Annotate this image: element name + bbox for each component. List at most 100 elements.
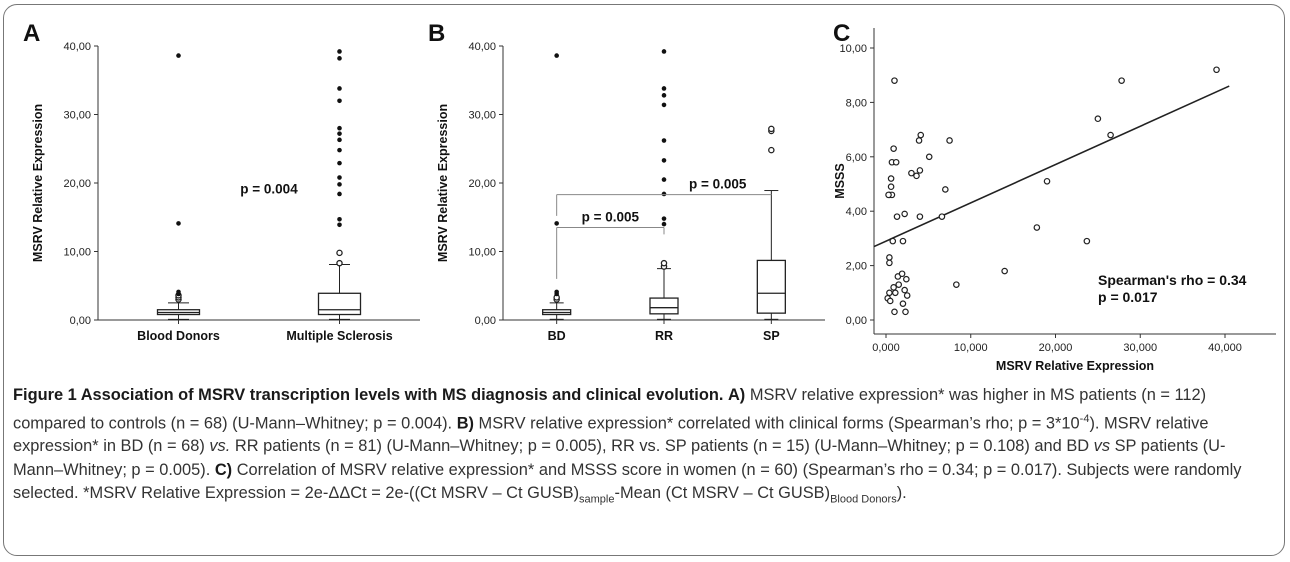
b-outlier-point bbox=[768, 146, 775, 154]
b-extreme-point bbox=[661, 158, 667, 163]
c-fit-line bbox=[873, 85, 1230, 248]
b-extreme-point bbox=[554, 289, 559, 295]
c-scatter-point bbox=[925, 153, 933, 161]
c-scatter-point bbox=[916, 167, 924, 174]
c-scatter-point bbox=[942, 186, 949, 193]
a-extreme-point bbox=[176, 53, 181, 58]
a-extreme-point bbox=[337, 49, 342, 54]
a-y-tick-label: 10,00 bbox=[63, 247, 91, 259]
caption-c-text3: ). bbox=[896, 484, 907, 503]
c-scatter-point bbox=[886, 259, 893, 267]
c-y-tick-label: 10,00 bbox=[839, 43, 867, 55]
b-extreme-point bbox=[554, 221, 559, 226]
c-x-tick-label: 40,000 bbox=[1208, 342, 1242, 354]
a-y-axis-label: MSRV Relative Expression bbox=[31, 104, 45, 262]
a-extreme-point bbox=[337, 131, 342, 136]
c-scatter-point bbox=[903, 275, 910, 283]
a-x-tick-label: Multiple Sclerosis bbox=[286, 329, 392, 343]
c-scatter-point bbox=[891, 77, 898, 84]
c-y-tick-label: 8,00 bbox=[846, 97, 867, 109]
c-y-axis-label: MSSS bbox=[833, 163, 847, 198]
b-box bbox=[649, 297, 679, 315]
a-panel-label: A bbox=[23, 20, 40, 47]
c-scatter-point bbox=[890, 284, 897, 291]
c-scatter-point bbox=[1118, 77, 1125, 84]
b-x-tick-label: RR bbox=[655, 329, 673, 343]
c-x-tick-label: 20,000 bbox=[1039, 342, 1073, 354]
a-x-tick-label: Blood Donors bbox=[137, 329, 220, 343]
c-scatter-point bbox=[889, 237, 897, 245]
b-extreme-point bbox=[661, 138, 667, 143]
c-scatter-point bbox=[885, 191, 892, 199]
caption-b-sup: -4 bbox=[1079, 412, 1090, 425]
c-x-tick-label: 10,000 bbox=[954, 342, 988, 354]
caption-a-label: A) bbox=[727, 386, 746, 404]
c-scatter-point bbox=[901, 286, 908, 294]
c-scatter-point bbox=[1107, 131, 1114, 139]
caption-b-text2: ). MSRV relative expression* in BD (n = … bbox=[13, 413, 1209, 456]
b-x-tick-label: BD bbox=[548, 329, 566, 343]
c-scatter-point bbox=[1043, 177, 1051, 185]
c-scatter-point bbox=[902, 308, 909, 316]
c-scatter-point bbox=[887, 175, 895, 182]
a-extreme-point bbox=[337, 160, 342, 166]
c-scatter-point bbox=[917, 131, 925, 139]
a-box bbox=[317, 292, 362, 316]
c-scatter-point bbox=[953, 281, 960, 288]
c-scatter-point bbox=[886, 254, 893, 261]
b-p-value-bd-sp: p = 0.005 bbox=[689, 177, 747, 192]
caption-b-label: B) bbox=[456, 413, 474, 432]
a-extreme-point bbox=[337, 56, 342, 61]
c-y-tick-label: 0,00 bbox=[846, 315, 867, 327]
c-panel-label: C bbox=[833, 20, 850, 47]
b-p-value-bd-rr: p = 0.005 bbox=[582, 210, 640, 225]
b-extreme-point bbox=[661, 93, 667, 98]
caption-c-sub2: Blood Donors bbox=[830, 493, 897, 506]
caption-title: Figure 1 Association of MSRV transcripti… bbox=[13, 386, 724, 404]
c-scatter-point bbox=[891, 308, 898, 316]
a-extreme-point bbox=[176, 289, 181, 295]
b-y-tick-label: 30,00 bbox=[468, 110, 496, 122]
b-y-tick-label: 0,00 bbox=[475, 315, 496, 327]
figure-frame bbox=[3, 4, 1285, 556]
c-scatter-point bbox=[899, 237, 907, 245]
c-y-tick-label: 6,00 bbox=[846, 152, 867, 164]
panel-a-chart: A 0,00 10,00 20,00 30,00 40,00 MSRV Relative E… bbox=[23, 20, 420, 343]
c-scatter-point bbox=[1094, 115, 1102, 123]
c-y-tick-label: 2,00 bbox=[846, 261, 867, 273]
c-rho-annotation: Spearman's rho = 0.34 bbox=[1098, 272, 1247, 288]
a-y-tick-label: 20,00 bbox=[63, 178, 91, 190]
a-p-value-annotation: p = 0.004 bbox=[240, 182, 298, 197]
b-x-tick-label: SP bbox=[763, 329, 780, 343]
c-scatter-point bbox=[886, 289, 893, 297]
figure-caption: Figure 1 Association of MSRV transcripti… bbox=[13, 384, 1275, 512]
panel-c-chart: C 0,00 2,00 4,00 6,00 8,00 10,00 0,000 10,000 20,… bbox=[833, 20, 1276, 373]
c-p-annotation: p = 0.017 bbox=[1098, 289, 1158, 305]
b-y-tick-label: 40,00 bbox=[468, 41, 496, 53]
c-x-tick-label: 0,000 bbox=[872, 342, 900, 354]
caption-c-sub1: sample bbox=[579, 493, 615, 506]
a-extreme-point bbox=[337, 175, 342, 180]
caption-b-text4: SP patients (U-Mann–Whitney; p = 0.005). bbox=[13, 437, 1226, 479]
c-scatter-point bbox=[903, 292, 911, 299]
a-y-tick-label: 30,00 bbox=[63, 110, 91, 122]
b-extreme-point bbox=[661, 102, 667, 108]
a-extreme-point bbox=[176, 221, 181, 226]
c-y-tick-label: 4,00 bbox=[846, 206, 867, 218]
a-extreme-point bbox=[337, 86, 342, 91]
a-extreme-point bbox=[337, 182, 342, 187]
c-scatter-point bbox=[916, 213, 924, 220]
b-panel-label: B bbox=[428, 20, 445, 47]
b-y-axis-label: MSRV Relative Expression bbox=[436, 104, 450, 262]
b-outlier-point bbox=[768, 125, 775, 133]
caption-c-text: Correlation of MSRV relative expression*… bbox=[13, 460, 1242, 503]
c-scatter-point bbox=[908, 169, 915, 177]
b-y-tick-label: 10,00 bbox=[468, 247, 496, 259]
c-scatter-point bbox=[887, 183, 895, 191]
caption-b-vs2: vs bbox=[1093, 437, 1111, 456]
caption-c-label: C) bbox=[214, 460, 233, 479]
c-scatter-point bbox=[1001, 267, 1008, 275]
a-outlier-point bbox=[336, 249, 343, 257]
caption-b-text3: RR patients (n = 81) (U-Mann–Whitney; p … bbox=[234, 437, 1090, 456]
c-scatter-point bbox=[946, 137, 953, 144]
